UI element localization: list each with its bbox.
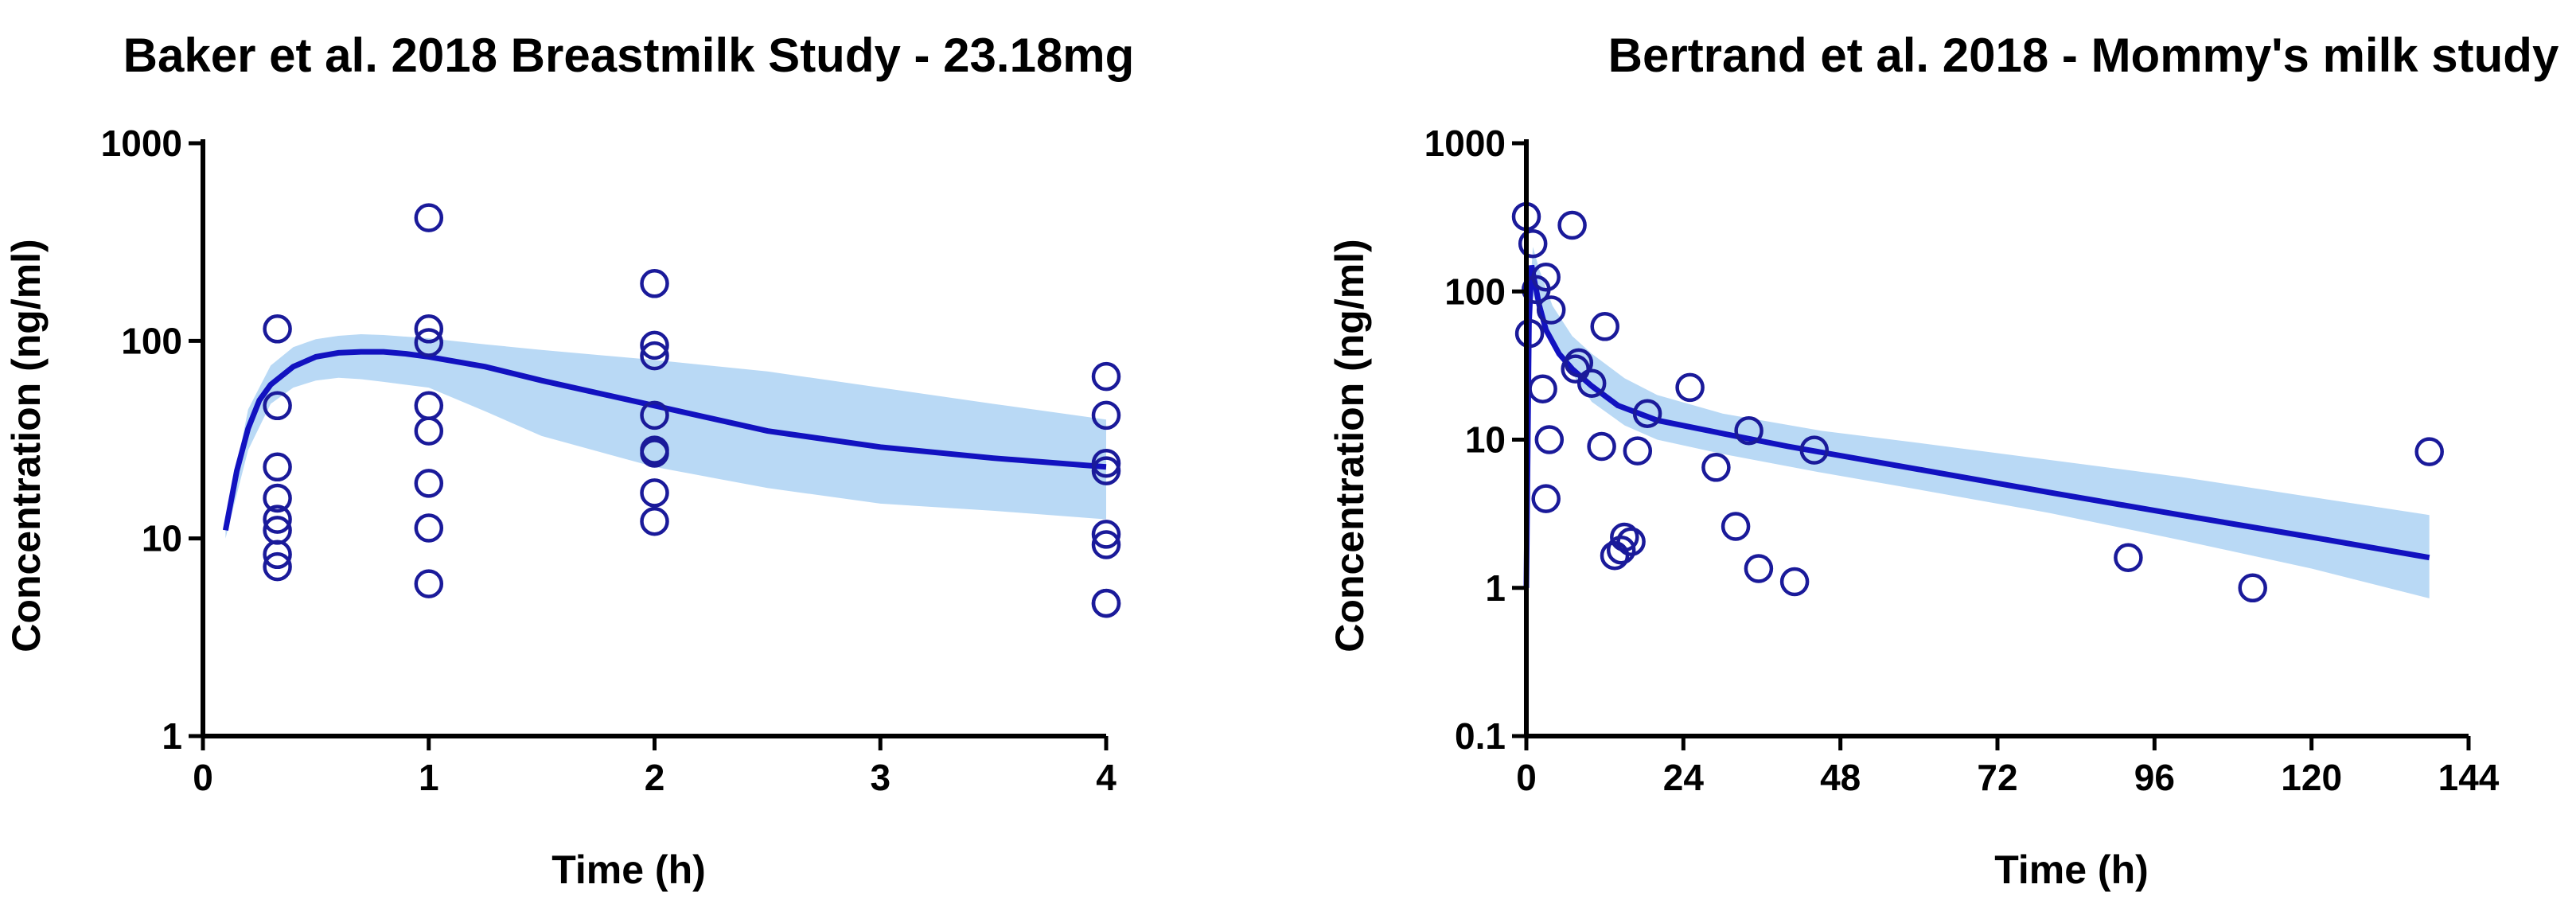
observation-point [1590,312,1619,341]
x-tick-label: 2 [645,757,665,798]
observation-point [1536,295,1566,325]
chart-title: Baker et al. 2018 Breastmilk Study - 23.… [123,29,1135,82]
observation-point [414,513,444,543]
observation-point [1534,425,1565,454]
x-axis-label: Time (h) [551,847,706,892]
y-tick-label: 10 [1465,419,1506,461]
observation-point [1701,453,1731,482]
observation-point [640,506,669,536]
y-tick-label: 1000 [101,123,182,164]
observation-point [640,330,669,360]
observation-point [640,400,669,431]
observation-point [414,416,444,446]
x-tick-label: 0 [1516,757,1537,798]
observation-point [1799,435,1830,465]
observation-point [640,341,669,371]
observation-point [414,391,444,421]
observation-point [263,314,292,344]
observation-point [1557,210,1587,240]
y-tick-label: 0.1 [1455,715,1506,757]
observation-point [414,469,444,498]
y-axis-label: Concentration (ng/ml) [1327,239,1372,652]
observation-point [640,269,669,298]
observation-point [414,314,444,344]
observation-point [1091,530,1121,559]
observation-point [2114,543,2143,572]
prediction-band [225,334,1106,539]
x-tick-label: 120 [2281,757,2342,798]
y-tick-label: 1 [162,715,182,757]
observation-point [1564,348,1594,378]
observation-point [2238,573,2267,603]
x-tick-label: 24 [1663,757,1705,798]
y-tick-label: 1000 [1424,123,1506,164]
observation-point [1610,522,1639,552]
observation-point [1734,415,1763,446]
observation-point [263,540,292,570]
observation-point [1576,368,1607,398]
observation-point [1514,318,1545,349]
observation-point [1531,262,1561,292]
x-axis-label: Time (h) [1994,847,2149,892]
x-tick-label: 1 [419,757,439,798]
x-tick-label: 144 [2438,757,2500,798]
x-tick-label: 0 [193,757,213,798]
chart-title: Bertrand et al. 2018 - Mommy's milk stud… [1608,29,2559,82]
observation-point [1675,372,1705,403]
chart-panel-bertrand: Bertrand et al. 2018 - Mommy's milk stud… [1288,0,2576,900]
observation-point [1091,448,1121,478]
observation-point [1623,436,1653,466]
observation-point [640,478,669,508]
y-axis-label: Concentration (ng/ml) [4,239,49,652]
observation-point [1632,399,1662,428]
observation-point [263,505,292,534]
observation-point [1091,361,1121,392]
observation-point [1606,535,1636,565]
observation-point [1721,512,1751,541]
observation-point [1528,374,1557,403]
x-tick-label: 48 [1820,757,1861,798]
observation-point [414,569,444,598]
observation-point [263,452,292,482]
observation-point [1587,431,1616,462]
x-tick-label: 3 [870,757,890,798]
observation-point [1531,484,1561,513]
observation-point [640,438,669,468]
observation-point [1091,588,1121,618]
observation-point [1518,228,1548,259]
observation-point [263,483,292,513]
observation-point [414,203,444,232]
y-tick-label: 10 [142,518,182,559]
median-line [222,349,1107,532]
observation-point [1091,520,1121,549]
y-tick-label: 1 [1485,567,1506,609]
prediction-band [1526,247,2430,598]
x-tick-label: 96 [2134,757,2175,798]
observation-point [1091,400,1121,431]
observation-point [263,551,292,582]
y-tick-label: 100 [1444,271,1506,312]
y-tick-label: 100 [121,320,182,361]
chart-panel-baker: Baker et al. 2018 Breastmilk Study - 23.… [4,29,1135,892]
observation-point [2414,437,2444,466]
observation-point [1744,554,1774,583]
chart-baker: Baker et al. 2018 Breastmilk Study - 23.… [4,29,1135,892]
observation-point [263,391,292,421]
chart-bertrand: Bertrand et al. 2018 - Mommy's milk stud… [1327,29,2559,892]
observation-point [414,328,444,357]
x-tick-label: 4 [1096,757,1117,798]
observation-point [1779,567,1810,597]
observation-point [1091,456,1121,485]
observation-point [1616,527,1646,556]
x-tick-label: 72 [1977,757,2017,798]
